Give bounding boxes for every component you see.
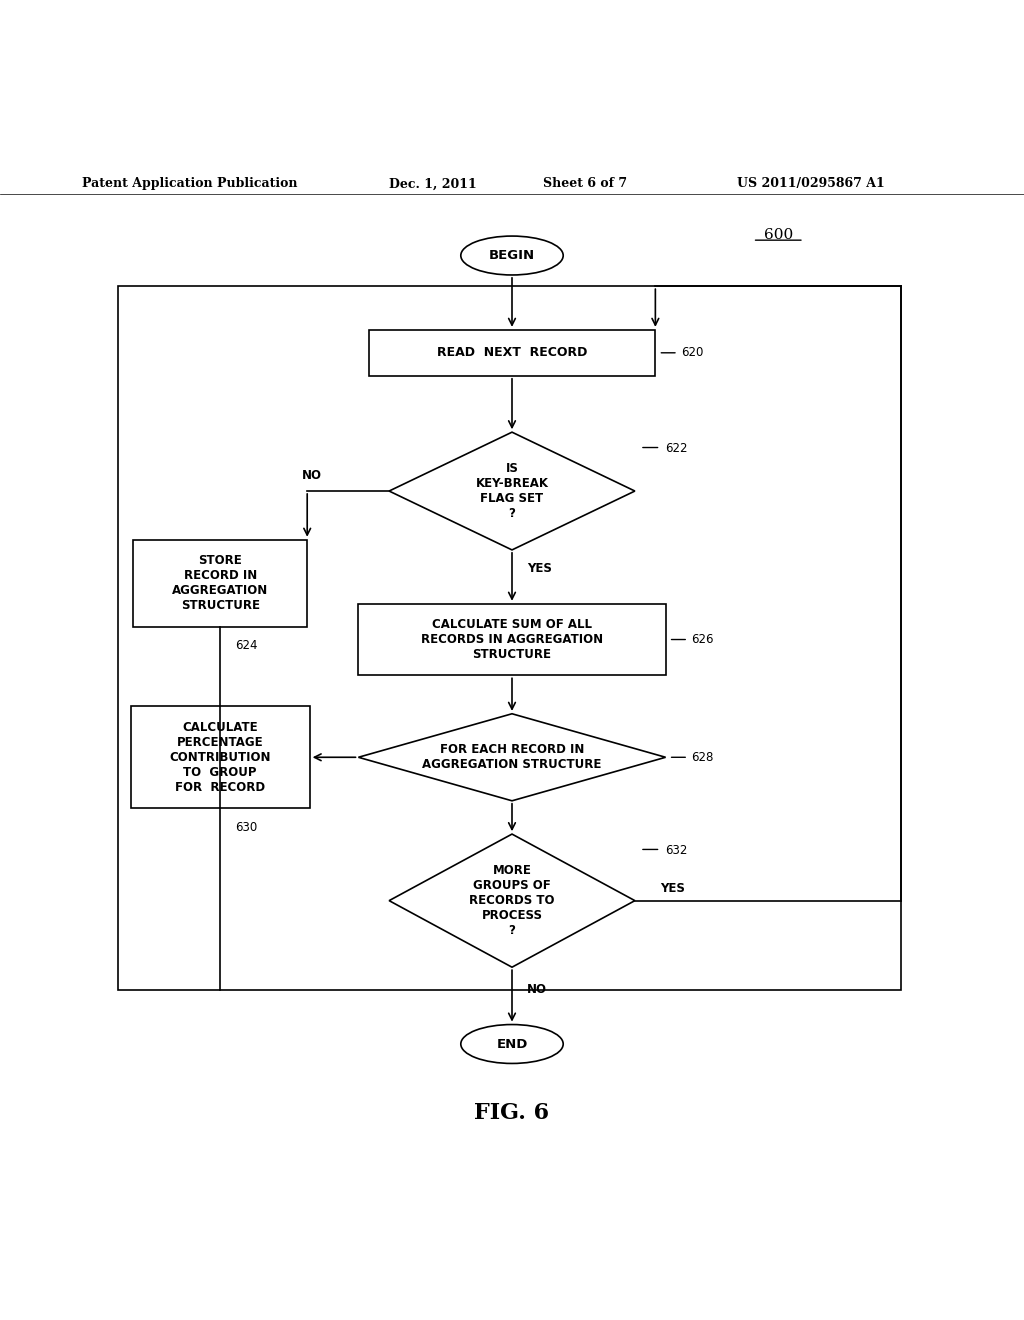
- Text: 622: 622: [666, 442, 688, 455]
- Text: 626: 626: [691, 634, 714, 645]
- Text: CALCULATE SUM OF ALL
RECORDS IN AGGREGATION
STRUCTURE: CALCULATE SUM OF ALL RECORDS IN AGGREGAT…: [421, 618, 603, 661]
- Text: FOR EACH RECORD IN
AGGREGATION STRUCTURE: FOR EACH RECORD IN AGGREGATION STRUCTURE: [422, 743, 602, 771]
- Text: 620: 620: [681, 346, 703, 359]
- Text: READ  NEXT  RECORD: READ NEXT RECORD: [437, 346, 587, 359]
- Text: Sheet 6 of 7: Sheet 6 of 7: [543, 177, 627, 190]
- Text: END: END: [497, 1038, 527, 1051]
- Text: US 2011/0295867 A1: US 2011/0295867 A1: [737, 177, 885, 190]
- Text: BEGIN: BEGIN: [488, 249, 536, 261]
- Text: NO: NO: [527, 982, 548, 995]
- Text: Dec. 1, 2011: Dec. 1, 2011: [389, 177, 477, 190]
- Text: STORE
RECORD IN
AGGREGATION
STRUCTURE: STORE RECORD IN AGGREGATION STRUCTURE: [172, 554, 268, 612]
- Text: YES: YES: [660, 882, 685, 895]
- Text: Patent Application Publication: Patent Application Publication: [82, 177, 297, 190]
- Text: NO: NO: [302, 469, 323, 482]
- Text: 624: 624: [236, 639, 258, 652]
- Text: FIG. 6: FIG. 6: [474, 1102, 550, 1123]
- Text: 628: 628: [691, 751, 714, 764]
- Text: 630: 630: [236, 821, 258, 834]
- Text: YES: YES: [527, 562, 552, 576]
- Text: IS
KEY-BREAK
FLAG SET
?: IS KEY-BREAK FLAG SET ?: [475, 462, 549, 520]
- Text: 600: 600: [764, 228, 793, 242]
- Text: MORE
GROUPS OF
RECORDS TO
PROCESS
?: MORE GROUPS OF RECORDS TO PROCESS ?: [469, 865, 555, 937]
- Text: CALCULATE
PERCENTAGE
CONTRIBUTION
TO  GROUP
FOR  RECORD: CALCULATE PERCENTAGE CONTRIBUTION TO GRO…: [169, 721, 271, 793]
- Text: 632: 632: [666, 845, 688, 857]
